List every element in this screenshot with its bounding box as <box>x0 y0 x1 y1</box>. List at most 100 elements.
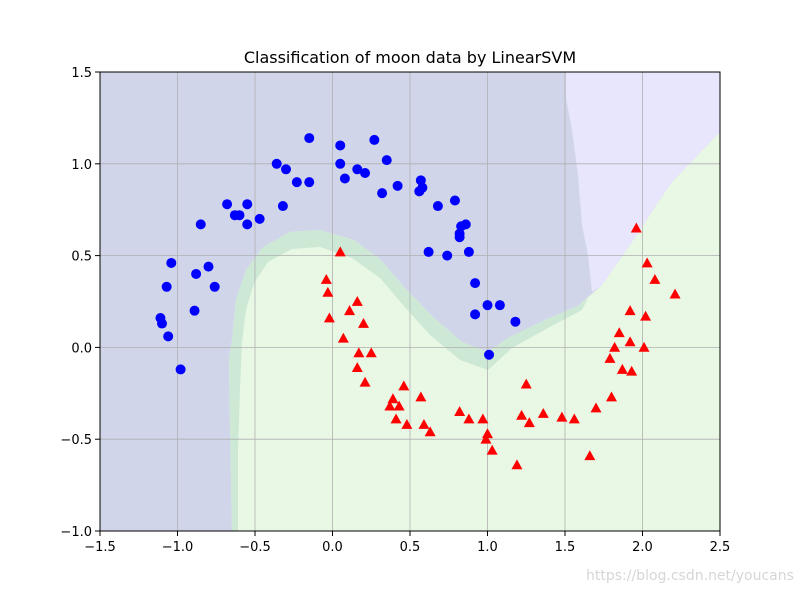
y-tick-label: −1.0 <box>60 525 92 540</box>
scatter-point-class0 <box>360 167 371 178</box>
scatter-point-class1 <box>624 336 636 347</box>
x-tick-label: 2.5 <box>710 540 731 555</box>
scatter-point-class1 <box>477 413 489 424</box>
scatter-point-class1 <box>516 409 528 420</box>
scatter-point-class0 <box>291 177 302 188</box>
scatter-point-class1 <box>584 450 596 461</box>
scatter-point-class0 <box>470 278 481 289</box>
scatter-point-class1 <box>624 305 636 316</box>
scatter-point-class1 <box>344 305 356 316</box>
scatter-point-class1 <box>401 419 413 429</box>
scatter-point-class0 <box>377 188 388 199</box>
scatter-point-class0 <box>195 219 206 230</box>
scatter-point-class0 <box>304 133 315 144</box>
y-tick-label: 0.5 <box>71 250 92 265</box>
scatter-point-class1 <box>415 391 427 402</box>
scatter-point-class0 <box>175 364 186 375</box>
scatter-point-class1 <box>613 327 625 338</box>
scatter-point-class0 <box>442 250 453 261</box>
scatter-point-class1 <box>390 413 402 424</box>
scatter-point-class0 <box>242 219 253 230</box>
region-class0-far <box>566 72 720 292</box>
scatter-point-class0 <box>203 261 214 272</box>
scatter-point-class0 <box>463 246 474 257</box>
scatter-point-class0 <box>423 246 434 257</box>
scatter-point-class0 <box>470 309 481 320</box>
scatter-point-class1 <box>556 411 568 422</box>
scatter-point-class1 <box>616 363 628 374</box>
scatter-point-class0 <box>222 199 233 210</box>
scatter-point-class1 <box>454 406 466 417</box>
scatter-point-class0 <box>335 158 346 169</box>
x-axis: −1.5 −1.0 −0.5 0.0 0.5 1.0 1.5 2.0 2.5 <box>84 531 730 555</box>
y-tick-label: 1.5 <box>71 66 92 81</box>
scatter-point-class1 <box>334 246 346 257</box>
scatter-point-class0 <box>482 300 493 311</box>
scatter-point-class0 <box>281 164 291 175</box>
scatter-point-class1 <box>511 459 523 470</box>
scatter-point-class1 <box>640 310 652 321</box>
scatter-point-class1 <box>351 362 363 372</box>
scatter-point-class0 <box>381 155 392 166</box>
x-tick-label: 1.0 <box>477 540 498 555</box>
scatter-point-class0 <box>432 201 443 212</box>
scatter-point-class1 <box>604 352 616 363</box>
scatter-point-class0 <box>510 316 521 327</box>
scatter-point-class1 <box>537 407 549 418</box>
scatter-point-class1 <box>351 296 363 306</box>
scatter-point-class1 <box>641 257 653 268</box>
x-tick-label: −1.0 <box>162 540 194 555</box>
scatter-point-class0 <box>163 331 174 342</box>
scatter-point-class1 <box>387 393 399 404</box>
scatter-point-class1 <box>424 426 436 437</box>
scatter-point-class0 <box>189 305 200 316</box>
scatter-point-class1 <box>358 318 369 328</box>
scatter-point-class1 <box>359 376 371 387</box>
scatter-point-class1 <box>520 378 532 389</box>
scatter-point-class0 <box>339 173 350 184</box>
scatter-point-class1 <box>630 222 642 233</box>
scatter-point-class0 <box>352 164 363 175</box>
scatter-point-class0 <box>484 349 495 360</box>
x-tick-label: 0.5 <box>400 540 421 555</box>
scatter-point-class1 <box>384 400 396 411</box>
scatter-point-class0 <box>242 199 253 210</box>
scatter-point-class0 <box>166 257 177 268</box>
x-tick-label: 0.0 <box>322 540 343 555</box>
scatter-point-class1 <box>638 341 650 352</box>
scatter-point-class0 <box>460 219 471 230</box>
scatter-point-class0 <box>271 158 282 169</box>
scatter-point-class0 <box>449 195 460 206</box>
scatter-point-class1 <box>393 400 405 411</box>
chart-title: Classification of moon data by LinearSVM <box>244 48 576 67</box>
scatter-points <box>155 133 681 470</box>
scatter-point-class0 <box>392 180 403 191</box>
scatter-point-class1 <box>480 433 492 444</box>
scatter-point-class0 <box>417 182 428 193</box>
scatter-point-class1 <box>463 413 475 424</box>
scatter-point-class1 <box>626 365 638 376</box>
x-tick-label: 1.5 <box>555 540 576 555</box>
scatter-point-class0 <box>335 140 346 151</box>
scatter-point-class1 <box>523 417 535 428</box>
scatter-point-class1 <box>590 402 602 413</box>
scatter-point-class0 <box>234 210 245 221</box>
scatter-point-class1 <box>322 286 334 297</box>
x-tick-label: −1.5 <box>84 540 116 555</box>
x-tick-label: −0.5 <box>239 540 271 555</box>
scatter-point-class0 <box>369 134 380 145</box>
scatter-point-class1 <box>365 347 377 358</box>
y-tick-label: 0.0 <box>71 341 92 356</box>
scatter-point-class0 <box>191 268 202 279</box>
scatter-point-class0 <box>209 281 220 292</box>
scatter-point-class1 <box>418 419 430 429</box>
scatter-point-class1 <box>323 312 335 323</box>
scatter-point-class1 <box>320 273 332 284</box>
scatter-point-class0 <box>494 300 505 311</box>
y-tick-label: 1.0 <box>71 158 92 173</box>
scatter-point-class1 <box>482 428 493 439</box>
y-axis: −1.0 −0.5 0.0 0.5 1.0 1.5 <box>60 66 100 540</box>
x-tick-label: 2.0 <box>632 540 653 555</box>
scatter-point-class0 <box>277 201 288 212</box>
